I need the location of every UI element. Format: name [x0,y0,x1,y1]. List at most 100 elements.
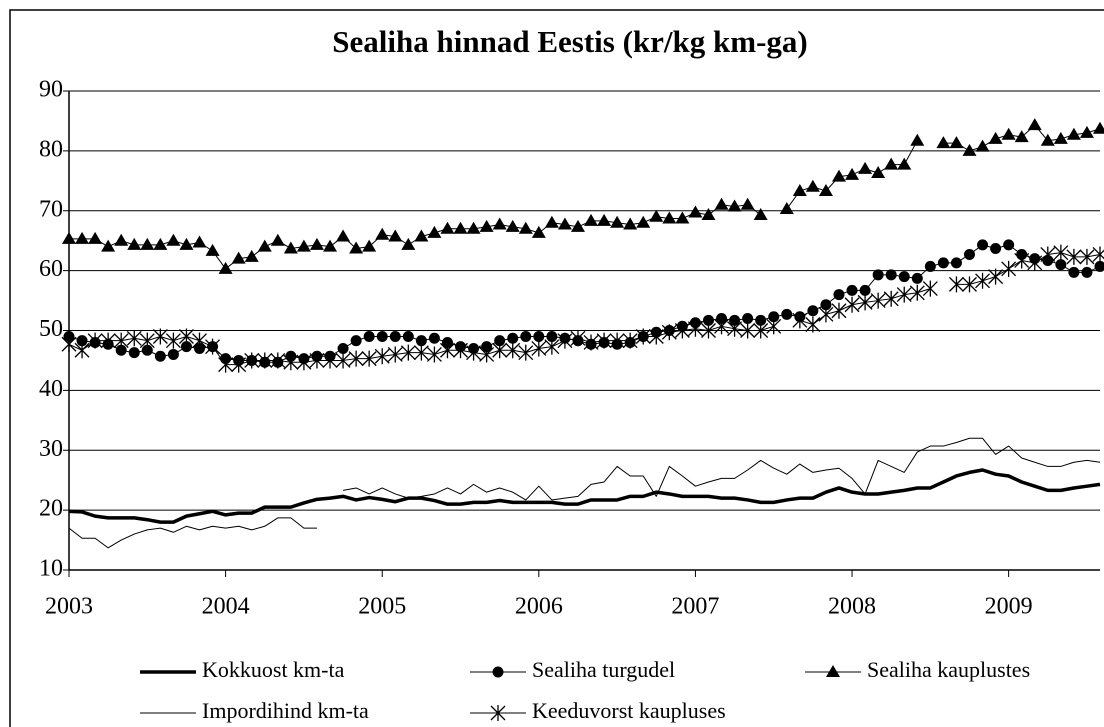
point [975,272,991,289]
point [218,356,234,373]
point [557,217,572,230]
point [1040,246,1056,263]
point [911,272,923,284]
point [988,268,1004,285]
point [115,344,127,356]
point [426,346,442,363]
point [544,338,560,355]
point [75,231,90,244]
point [584,213,599,226]
point [546,330,558,342]
point [335,352,351,369]
point [897,157,912,170]
point [990,242,1002,254]
point [714,197,729,210]
point [350,335,362,347]
point [205,338,221,355]
y-tick-label: 20 [39,496,63,522]
point [755,314,767,326]
point [729,314,741,326]
point [583,334,599,351]
point [924,260,936,272]
point [807,305,819,317]
point [975,139,990,152]
point [154,350,166,362]
point [570,219,585,232]
point [453,342,468,359]
point [781,308,793,320]
point [857,294,873,311]
y-tick-label: 60 [39,256,63,282]
point [883,290,899,307]
point [231,356,247,373]
point [818,306,834,323]
point [570,330,586,347]
point [609,332,625,349]
point [820,299,832,311]
point [218,261,233,274]
y-tick-label: 70 [39,196,63,222]
point [885,269,897,281]
point [831,302,847,319]
point [1003,239,1015,251]
chart-title: Sealiha hinnad Eestis (kr/kg km-ga) [332,24,807,59]
point [1094,260,1104,272]
legend-label: Sealiha turgudel [532,657,675,682]
point [909,284,925,301]
point [166,233,181,246]
point [414,229,429,242]
point [597,213,612,226]
point [178,328,194,345]
point [648,328,664,345]
point [1001,260,1017,277]
point [531,340,547,357]
point [1027,254,1043,271]
point [415,335,427,347]
point [779,201,794,214]
point [1079,125,1094,138]
point [872,269,884,281]
point [557,332,573,349]
point [296,239,311,252]
point [413,344,429,361]
point [910,133,925,146]
point [766,318,782,335]
point [1014,130,1029,143]
point [257,239,272,252]
point [846,284,858,296]
point [688,205,703,218]
point [1068,266,1080,278]
point [1027,118,1042,131]
point [179,237,194,250]
point [427,225,442,238]
y-tick-label: 10 [39,556,63,582]
point [884,157,899,170]
point [192,332,207,349]
point [662,211,677,224]
point [402,330,414,342]
point [937,257,949,269]
point [962,143,977,156]
point [231,251,246,264]
point [805,316,821,333]
point [1014,252,1030,269]
point [1066,248,1082,265]
point [636,215,651,228]
point [270,233,285,246]
point [950,257,962,269]
y-tick-label: 50 [39,316,63,342]
point [753,207,768,220]
y-tick-label: 30 [39,436,63,462]
point [507,332,519,344]
point [949,136,964,149]
point [363,330,375,342]
point [336,229,351,242]
point [167,348,179,360]
point [1001,127,1016,140]
point [518,344,534,361]
point [871,166,886,179]
point [505,219,520,232]
point [114,233,129,246]
point [727,199,742,212]
